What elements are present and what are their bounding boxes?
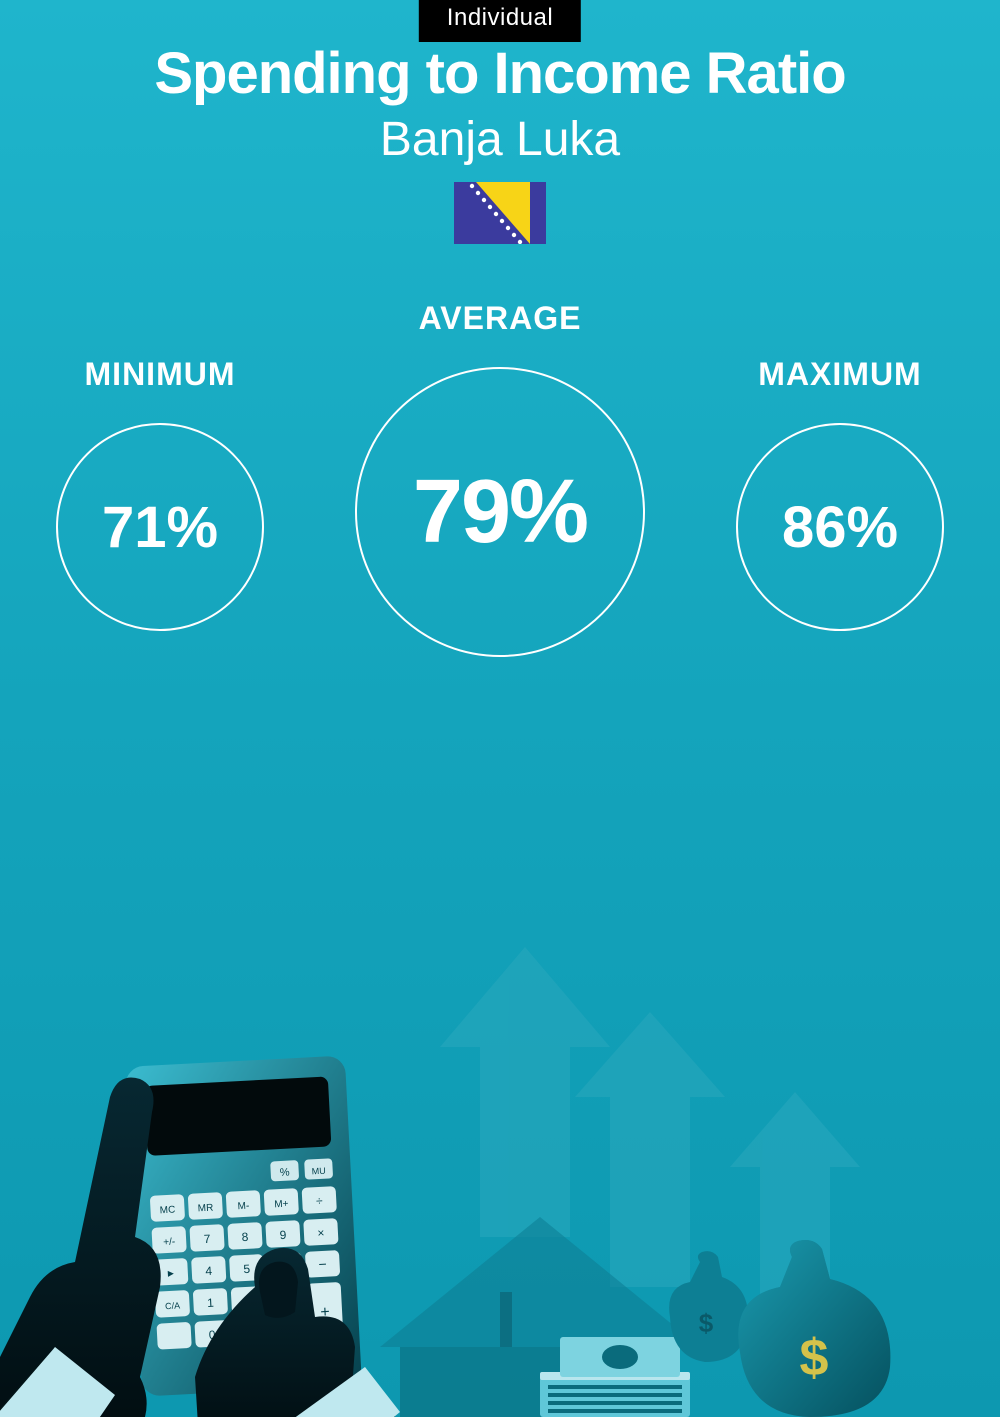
stats-row: MINIMUM 71% AVERAGE 79% MAXIMUM 86%	[0, 300, 1000, 700]
svg-text:MR: MR	[197, 1203, 213, 1215]
svg-text:÷: ÷	[316, 1194, 324, 1208]
svg-text:8: 8	[241, 1230, 249, 1244]
svg-text:MU: MU	[311, 1166, 326, 1177]
svg-text:1: 1	[207, 1296, 215, 1310]
svg-text:9: 9	[279, 1228, 287, 1242]
stat-minimum: MINIMUM 71%	[40, 356, 280, 631]
stat-average-circle: 79%	[355, 367, 645, 657]
svg-text:+/-: +/-	[163, 1237, 176, 1249]
svg-text:−: −	[318, 1256, 327, 1272]
stat-maximum-circle: 86%	[736, 423, 944, 631]
svg-text:%: %	[280, 1167, 291, 1180]
svg-text:M+: M+	[274, 1199, 289, 1211]
category-badge: Individual	[419, 0, 581, 42]
stat-average-label: AVERAGE	[340, 300, 660, 337]
svg-text:7: 7	[203, 1232, 211, 1246]
svg-text:▸: ▸	[167, 1266, 174, 1280]
svg-text:$: $	[699, 1308, 714, 1338]
svg-text:MC: MC	[160, 1205, 176, 1217]
finance-illustration-icon: $ $	[0, 817, 1000, 1417]
stat-average: AVERAGE 79%	[340, 300, 660, 657]
location-subtitle: Banja Luka	[0, 112, 1000, 167]
svg-text:×: ×	[317, 1226, 325, 1240]
svg-text:M-: M-	[237, 1201, 249, 1213]
stat-maximum-value: 86%	[782, 494, 898, 561]
stat-maximum: MAXIMUM 86%	[720, 356, 960, 631]
svg-text:4: 4	[205, 1264, 213, 1278]
stat-average-value: 79%	[413, 461, 587, 564]
stat-maximum-label: MAXIMUM	[720, 356, 960, 393]
stat-minimum-label: MINIMUM	[40, 356, 280, 393]
svg-text:C/A: C/A	[165, 1300, 181, 1311]
country-flag-icon	[454, 182, 546, 244]
stat-minimum-value: 71%	[102, 494, 218, 561]
page-title: Spending to Income Ratio	[0, 40, 1000, 107]
stat-minimum-circle: 71%	[56, 423, 264, 631]
svg-text:5: 5	[243, 1262, 251, 1276]
svg-text:$: $	[800, 1329, 829, 1387]
